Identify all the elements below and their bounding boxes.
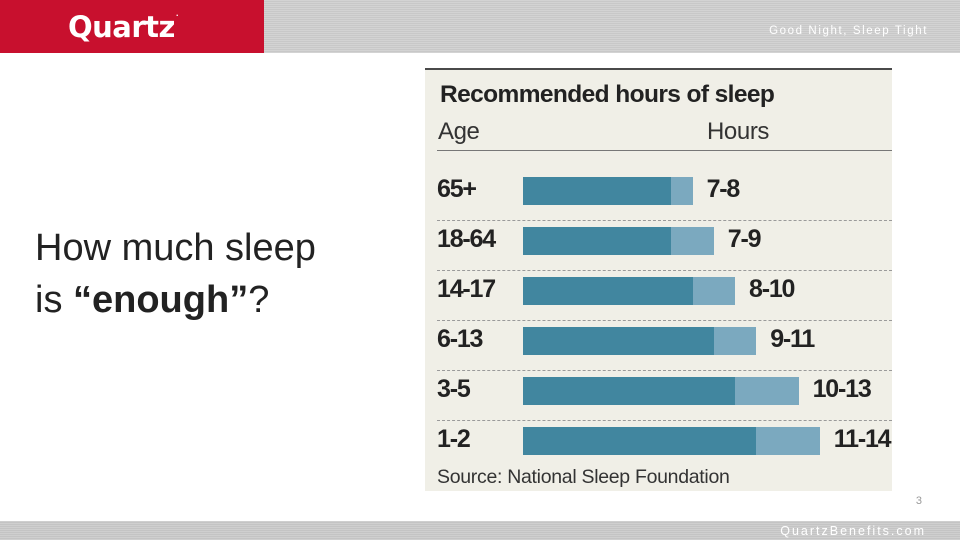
age-column-header: Age (438, 118, 480, 145)
bar-range-hours (756, 427, 820, 455)
age-label: 14-17 (437, 275, 496, 303)
hours-label: 10-13 (812, 375, 872, 403)
chart-row: 6-13 9-11 (437, 320, 892, 371)
hours-label: 7-9 (727, 225, 762, 253)
slide-title: Good Night, Sleep Tight (769, 25, 928, 37)
quartz-logo[interactable]: Quartz. (0, 0, 264, 53)
bar-range-hours (713, 327, 757, 355)
bar-range-hours (671, 227, 714, 255)
hours-column-header: Hours (707, 118, 770, 145)
age-label: 3-5 (437, 375, 471, 403)
logo-text: Quartz. (68, 9, 179, 44)
bar-range-hours (735, 377, 799, 405)
headline-suffix: ? (248, 279, 270, 321)
age-label: 6-13 (437, 325, 483, 353)
age-label: 65+ (437, 175, 477, 203)
bar-min-hours (523, 427, 757, 455)
hours-label: 8-10 (749, 275, 795, 303)
headline-prefix: is (35, 279, 73, 321)
bar-range-hours (671, 177, 693, 205)
bar-min-hours (523, 277, 693, 305)
header-rule (437, 150, 892, 151)
page-number: 3 (915, 495, 922, 507)
bar-min-hours (523, 177, 672, 205)
bar-min-hours (523, 327, 714, 355)
chart-title: Recommended hours of sleep (440, 81, 775, 108)
chart-source: Source: National Sleep Foundation (437, 466, 730, 488)
bar-range-hours (692, 277, 735, 305)
chart-row: 18-64 7-9 (437, 220, 892, 271)
footer-url[interactable]: QuartzBenefits.com (780, 524, 926, 538)
slide-headline: How much sleep is “enough”? (35, 222, 395, 326)
chart-row: 1-2 11-14 (437, 420, 892, 470)
age-label: 18-64 (437, 225, 496, 253)
hours-label: 9-11 (770, 325, 815, 353)
headline-line1: How much sleep (35, 227, 316, 269)
hours-label: 7-8 (706, 175, 741, 203)
bar-min-hours (523, 377, 735, 405)
chart-top-rule (425, 68, 892, 70)
hours-label: 11-14 (833, 425, 892, 453)
chart-row: 14-17 8-10 (437, 270, 892, 321)
chart-row: 65+ 7-8 (437, 170, 892, 221)
bar-min-hours (523, 227, 672, 255)
headline-emphasis: “enough” (73, 279, 249, 321)
chart-row: 3-5 10-13 (437, 370, 892, 421)
header-bar: Quartz. Good Night, Sleep Tight (0, 0, 960, 53)
footer-bar: QuartzBenefits.com (0, 521, 960, 540)
age-label: 1-2 (437, 425, 471, 453)
sleep-chart: Recommended hours of sleep Age Hours 65+… (425, 68, 892, 491)
